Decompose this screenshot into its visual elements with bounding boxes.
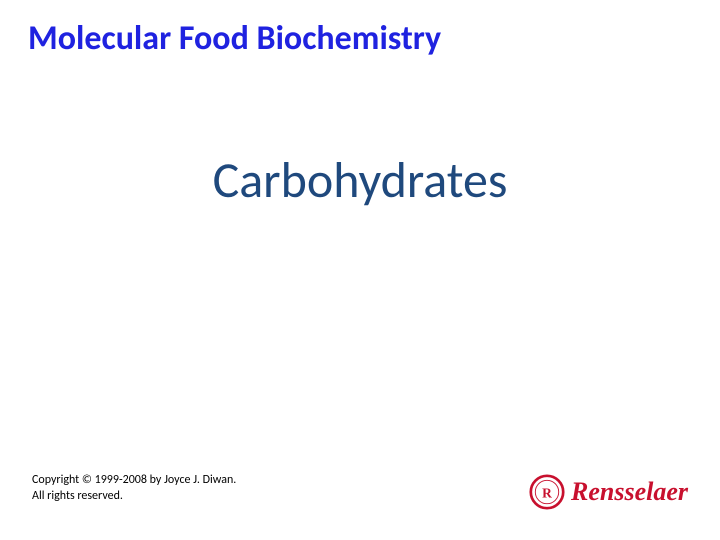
- svg-text:R: R: [542, 485, 552, 500]
- rensselaer-logo: R Rensselaer: [529, 474, 688, 510]
- slide: Molecular Food Biochemistry Carbohydrate…: [0, 0, 720, 540]
- topic-title: Carbohydrates: [0, 150, 720, 211]
- copyright-block: Copyright © 1999-2008 by Joyce J. Diwan.…: [32, 472, 236, 504]
- copyright-line-2: All rights reserved.: [32, 488, 236, 504]
- seal-icon: R: [529, 474, 565, 510]
- logo-wordmark: Rensselaer: [571, 477, 688, 507]
- course-title: Molecular Food Biochemistry: [28, 18, 441, 59]
- copyright-line-1: Copyright © 1999-2008 by Joyce J. Diwan.: [32, 472, 236, 488]
